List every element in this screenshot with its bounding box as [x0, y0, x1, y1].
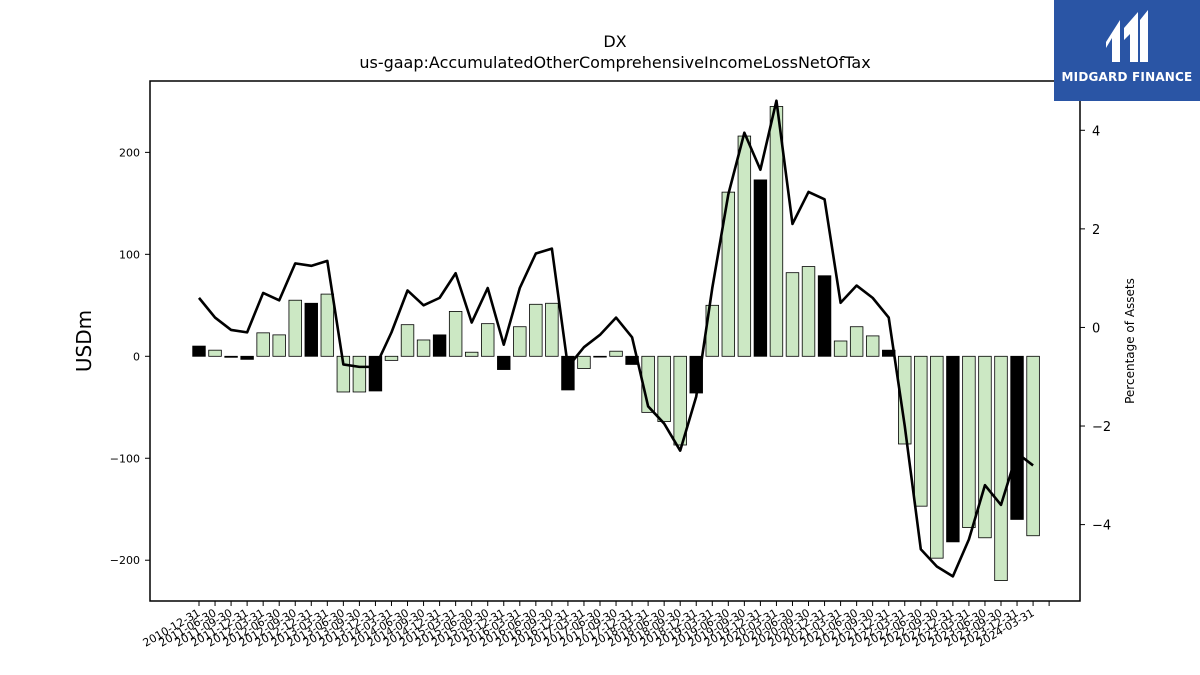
bar [673, 355, 687, 446]
brand-logo: MIDGARD FINANCE [1054, 0, 1200, 101]
y-tick-label: 0 [133, 350, 140, 363]
bar [352, 355, 367, 393]
bar [737, 135, 752, 357]
bar [513, 326, 527, 357]
bar [240, 355, 254, 360]
chart-subtitle: us-gaap:AccumulatedOtherComprehensiveInc… [359, 53, 871, 72]
y-tick-label: −100 [110, 452, 140, 465]
bar [224, 355, 238, 358]
y2-tick-label: 2 [1092, 223, 1100, 238]
bar [481, 323, 495, 357]
y2-tick-label: −2 [1092, 420, 1111, 435]
y-tick-label: 200 [119, 146, 140, 159]
bar [368, 355, 383, 392]
bar [1010, 355, 1024, 520]
bar [946, 355, 960, 543]
bar [930, 355, 944, 559]
bar [320, 293, 335, 357]
bar [817, 275, 832, 357]
bar [256, 332, 270, 357]
bar [1026, 355, 1040, 537]
bar [416, 339, 431, 357]
bar [577, 355, 591, 369]
bar [994, 355, 1008, 582]
logo-mark-icon [1106, 10, 1148, 62]
bar [833, 340, 848, 357]
bar [801, 266, 816, 357]
plot-frame [149, 80, 1081, 602]
bar [593, 355, 607, 358]
bar [529, 303, 543, 357]
bar [865, 335, 880, 357]
bar [288, 299, 302, 357]
bar [208, 349, 222, 357]
bar [304, 302, 318, 357]
line-group [197, 99, 1034, 578]
bar-group [192, 106, 1040, 582]
bar [448, 311, 463, 357]
bar [545, 302, 559, 357]
bar [497, 355, 511, 370]
bar [785, 272, 800, 357]
bar [657, 355, 671, 422]
y-tick-label: 100 [119, 248, 140, 261]
logo-text: MIDGARD FINANCE [1061, 70, 1193, 84]
y2-tick-label: 0 [1092, 321, 1100, 336]
bar [753, 179, 768, 357]
bar [272, 334, 286, 357]
chart-title: DX [603, 32, 627, 51]
bar [978, 355, 992, 539]
y2-tick-label: 4 [1092, 124, 1100, 139]
bar [400, 324, 415, 357]
bar [962, 355, 976, 528]
y2-tick-label: −4 [1092, 519, 1111, 534]
bar [849, 326, 864, 357]
axes-group: −200−1000100200−4−20242010-12-312011-06-… [110, 124, 1111, 649]
line-series [197, 99, 1034, 578]
bar [609, 350, 623, 357]
bar [898, 355, 912, 445]
bar [464, 351, 479, 357]
bar [192, 345, 206, 357]
bar [384, 355, 399, 361]
bar [914, 355, 928, 507]
y-tick-label: −200 [110, 554, 140, 567]
bar [432, 334, 447, 357]
